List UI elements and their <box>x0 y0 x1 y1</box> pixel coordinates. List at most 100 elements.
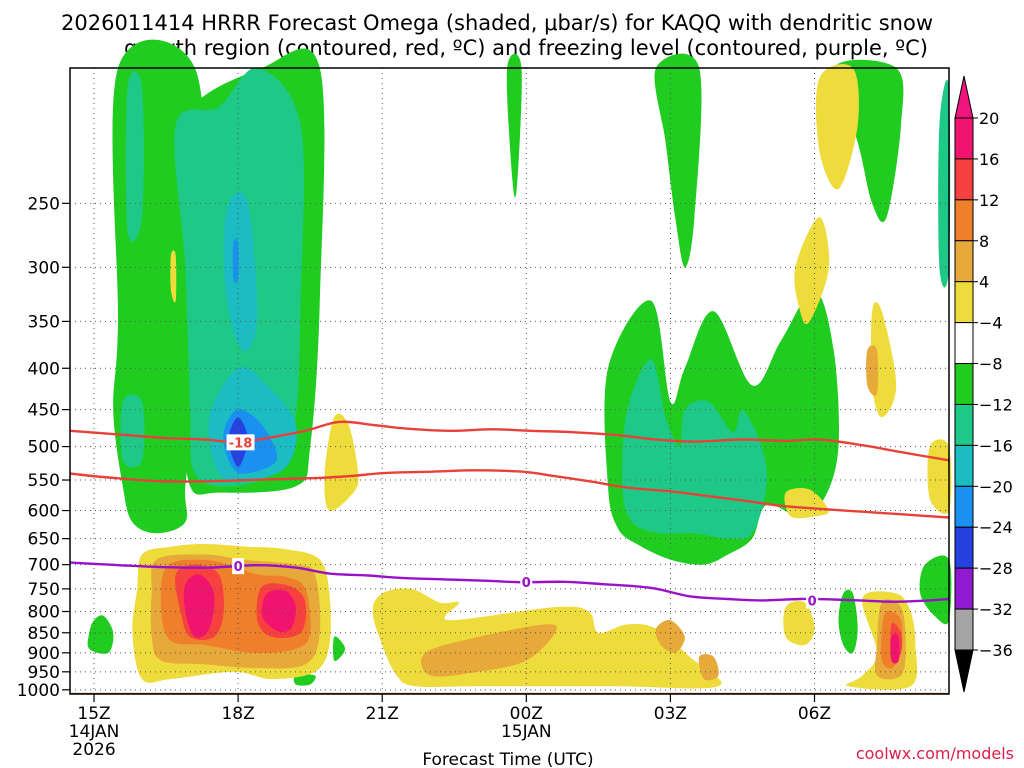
colorbar-label-11: −28 <box>979 559 1013 578</box>
omega-region-43 <box>183 574 215 638</box>
omega-region-7 <box>838 589 858 654</box>
omega-region-44 <box>261 589 296 633</box>
colorbar-swatch-12 <box>954 608 974 651</box>
contour-label-3: 0 <box>808 594 817 609</box>
colorbar-label-3: 8 <box>979 232 989 251</box>
x-tick-label-21Z: 21Z <box>366 704 399 724</box>
colorbar-swatch-11 <box>954 567 974 610</box>
colorbar-swatch-6 <box>954 363 974 405</box>
y-tick-label-650: 650 <box>28 530 60 550</box>
omega-region-45 <box>890 633 900 664</box>
colorbar-swatch-1 <box>954 158 974 201</box>
y-tick-label-750: 750 <box>28 580 60 600</box>
colorbar-label-13: −36 <box>979 641 1013 660</box>
contour-dgz-bottom <box>69 469 950 519</box>
y-tick-label-900: 900 <box>28 644 60 664</box>
x-tick-label-15Z: 15Z <box>77 704 110 724</box>
omega-region-22 <box>324 413 359 512</box>
x-tick-label-06Z: 06Z <box>798 704 831 724</box>
credit-link[interactable]: coolwx.com/models <box>856 744 1014 763</box>
omega-region-30 <box>170 250 177 303</box>
colorbar-label-4: 4 <box>979 273 989 292</box>
omega-region-13 <box>120 394 145 468</box>
contour-label-1: 0 <box>234 560 243 575</box>
y-tick-label-450: 450 <box>28 401 60 421</box>
plot-area: -18 0 0 0 <box>69 39 952 695</box>
omega-region-15 <box>938 79 951 288</box>
omega-region-34 <box>655 619 685 654</box>
colorbar-swatch-9 <box>954 485 974 528</box>
chart-title-line-2: growth region (contoured, red, ºC) and f… <box>124 36 928 60</box>
x-tick-label-18Z: 18Z <box>221 704 254 724</box>
y-axis: 2503003504004505005506006507007508008509… <box>17 194 70 701</box>
colorbar-swatch-4 <box>954 281 974 324</box>
y-tick-label-600: 600 <box>28 502 60 522</box>
contour-label-bg-2 <box>520 573 533 590</box>
omega-region-27 <box>815 64 859 190</box>
contour-lines: -18 0 0 0 <box>69 420 950 609</box>
colorbar-swatch-2 <box>954 199 974 242</box>
x-tick-label-03Z: 03Z <box>654 704 687 724</box>
omega-region-26 <box>794 217 830 325</box>
plot-frame <box>69 67 950 695</box>
contour-label-2: 0 <box>522 576 531 591</box>
colorbar-swatch-5 <box>954 322 974 365</box>
colorbar-swatch-10 <box>954 526 974 569</box>
omega-region-33 <box>421 624 557 677</box>
omega-region-2 <box>506 53 522 198</box>
omega-shading <box>87 39 952 690</box>
y-tick-label-250: 250 <box>28 194 60 214</box>
colorbar-top-arrow <box>954 75 974 119</box>
omega-region-35 <box>698 654 719 681</box>
y-tick-label-950: 950 <box>28 663 60 683</box>
omega-region-9 <box>333 636 345 662</box>
omega-region-6 <box>919 555 952 625</box>
colorbar-label-10: −24 <box>979 518 1013 537</box>
omega-region-19 <box>232 238 239 284</box>
omega-region-8 <box>87 615 114 654</box>
y-tick-label-1000: 1000 <box>17 681 60 701</box>
x-tick-label-00Z: 00Z <box>510 704 543 724</box>
omega-region-14 <box>622 359 768 540</box>
colorbar-swatch-3 <box>954 240 974 283</box>
colorbar-label-8: −16 <box>979 436 1013 455</box>
y-tick-label-350: 350 <box>28 312 60 332</box>
y-tick-label-400: 400 <box>28 359 60 379</box>
omega-region-10 <box>293 674 316 686</box>
contour-label-0: -18 <box>229 436 253 451</box>
chart-title-line-1: 2026011414 HRRR Forecast Omega (shaded, … <box>61 11 933 35</box>
colorbar-label-12: −32 <box>979 600 1013 619</box>
y-tick-label-300: 300 <box>28 258 60 278</box>
contour-label-bg-1 <box>232 558 245 575</box>
x-date-label-0-1: 2026 <box>72 740 115 760</box>
colorbar-swatch-8 <box>954 444 974 487</box>
colorbar-label-5: −4 <box>979 314 1003 333</box>
colorbar-bottom-arrow <box>954 649 974 693</box>
contour-label-bg-0 <box>226 434 255 451</box>
omega-region-12 <box>125 71 144 242</box>
omega-region-37 <box>866 345 879 396</box>
x-date-label-1-0: 15JAN <box>501 722 552 742</box>
y-tick-label-550: 550 <box>28 471 60 491</box>
x-date-label-0-0: 14JAN <box>69 722 120 742</box>
colorbar-label-7: −12 <box>979 395 1013 414</box>
omega-region-3 <box>654 53 702 268</box>
colorbar-legend: 20 16 12 8 4 −4 −8 −12 −16 −20 −24 −28 −32 −36 <box>954 75 1013 693</box>
colorbar-label-1: 16 <box>979 150 999 169</box>
omega-region-16 <box>223 192 258 352</box>
x-axis-label: Forecast Time (UTC) <box>422 750 593 768</box>
y-tick-label-500: 500 <box>28 438 60 458</box>
contour-label-bg-3 <box>806 592 819 609</box>
contour-freezing-level <box>69 561 950 603</box>
y-tick-label-700: 700 <box>28 556 60 576</box>
colorbar-label-2: 12 <box>979 191 999 210</box>
colorbar-label-0: 20 <box>979 109 999 128</box>
omega-region-24 <box>783 600 815 646</box>
y-tick-label-800: 800 <box>28 603 60 623</box>
colorbar-swatch-7 <box>954 403 974 446</box>
colorbar-label-9: −20 <box>979 477 1013 496</box>
y-tick-label-850: 850 <box>28 624 60 644</box>
colorbar-label-6: −8 <box>979 355 1003 374</box>
